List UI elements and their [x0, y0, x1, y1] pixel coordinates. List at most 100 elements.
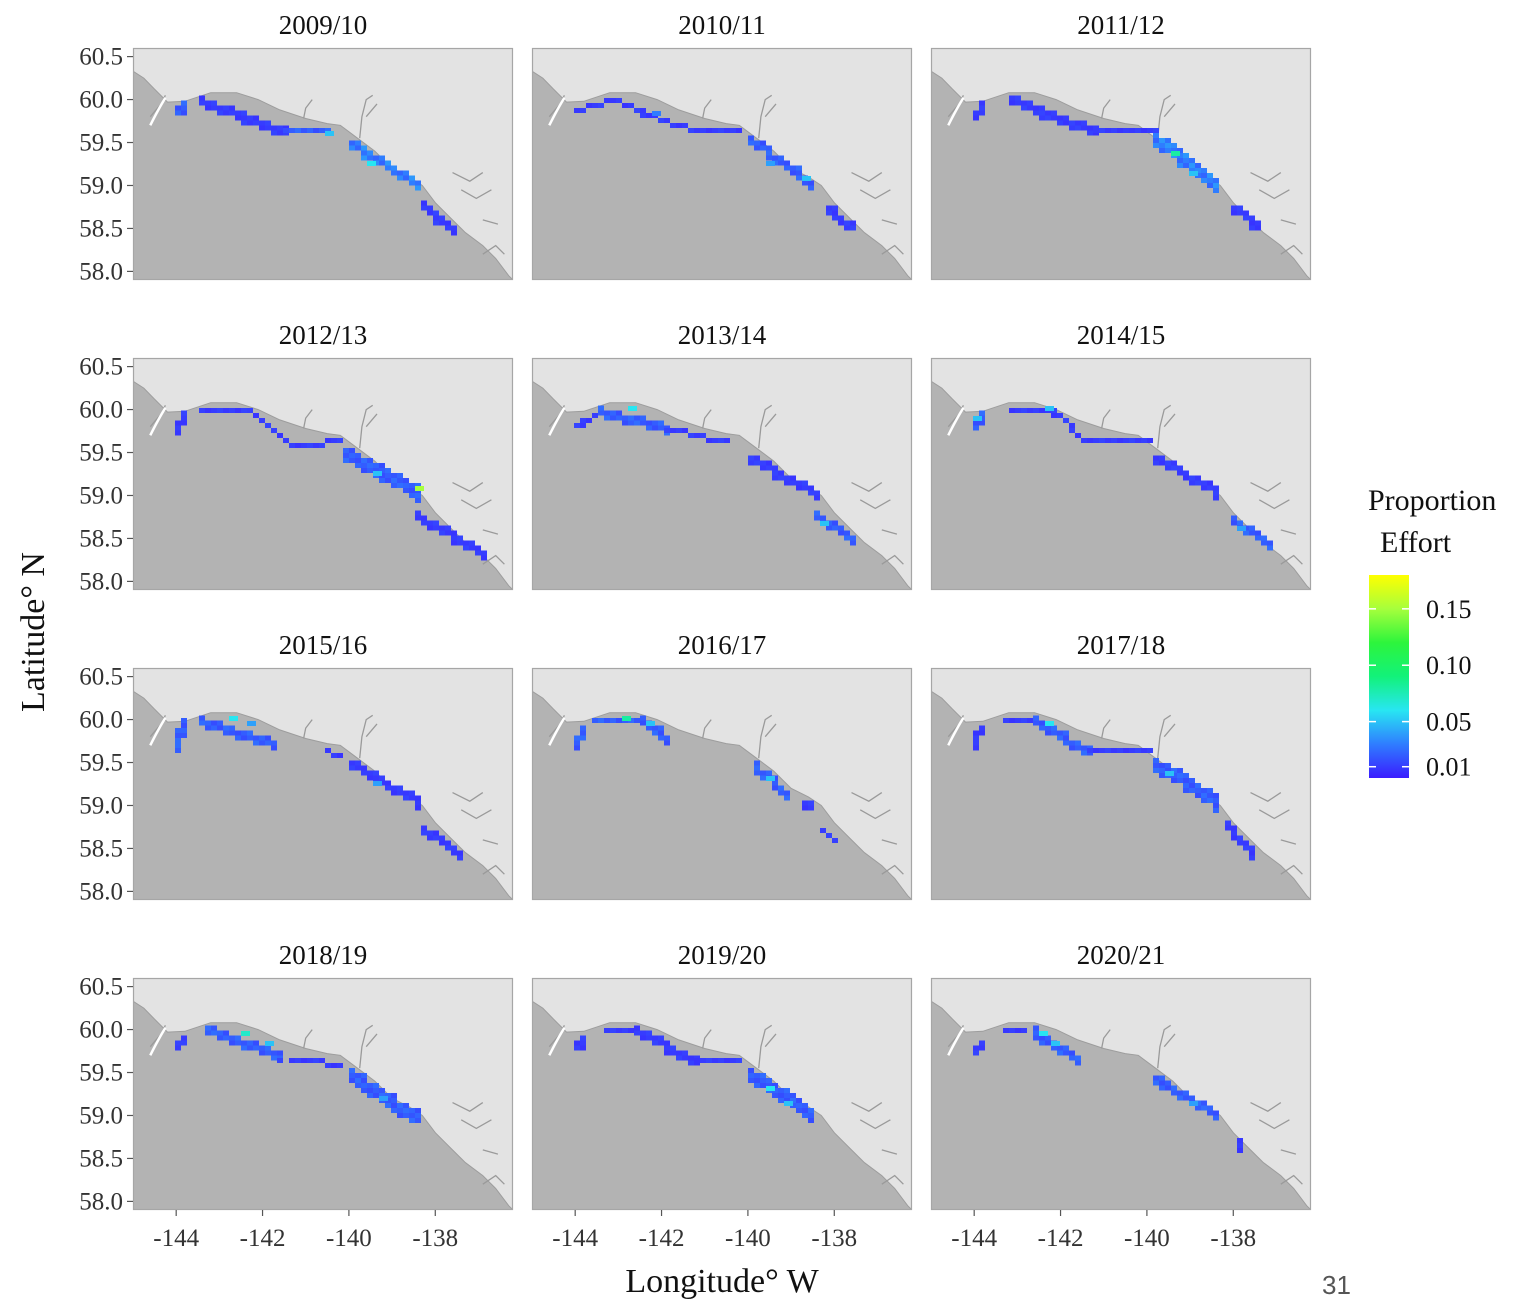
effort-cell [979, 100, 985, 106]
effort-cell [361, 770, 367, 776]
effort-cell [253, 1045, 259, 1051]
panel-plot-area [532, 668, 912, 900]
effort-cell [1087, 125, 1093, 131]
effort-cell [271, 1055, 277, 1061]
panel-plot-area [931, 48, 1311, 280]
effort-cell [574, 423, 580, 428]
effort-cell [1243, 210, 1249, 216]
x-tick-label: -144 [153, 1225, 199, 1252]
ocean-area [133, 71, 513, 280]
effort-cell [451, 540, 457, 546]
effort-hotspot [1165, 771, 1174, 776]
effort-cell [367, 1088, 373, 1093]
glacier-stripe [548, 97, 566, 126]
effort-cell [784, 475, 790, 481]
y-tick-label: 58.0 [79, 1188, 123, 1215]
effort-cell [217, 408, 223, 413]
effort-cell [337, 1063, 343, 1068]
effort-cells [973, 406, 1273, 551]
effort-hotspot [325, 131, 334, 136]
effort-cell [814, 510, 820, 516]
effort-cell [772, 1093, 778, 1098]
effort-cell [1189, 163, 1195, 168]
effort-cell [1117, 128, 1123, 133]
y-tick-label: 60.5 [79, 44, 123, 71]
effort-cell [415, 515, 421, 521]
effort-cell [439, 525, 445, 531]
effort-cell [1141, 438, 1147, 443]
effort-cell [403, 790, 409, 796]
effort-cell [283, 128, 289, 133]
map-panel: 2016/17 [531, 630, 913, 901]
effort-cell [676, 1050, 682, 1056]
effort-cell [433, 215, 439, 221]
effort-cell [241, 110, 247, 116]
effort-cell [622, 415, 628, 421]
effort-cell [241, 1045, 247, 1051]
effort-hotspot [247, 721, 256, 726]
effort-cell [271, 428, 277, 433]
effort-cell [826, 525, 832, 531]
effort-cell [1201, 788, 1207, 793]
effort-cell [790, 1098, 796, 1103]
effort-cell [1093, 128, 1099, 133]
effort-cell [973, 735, 979, 741]
effort-cell [391, 1108, 397, 1113]
effort-cell [634, 108, 640, 113]
effort-cell [1255, 535, 1261, 541]
effort-cell [1057, 115, 1063, 121]
effort-cells [175, 95, 457, 236]
effort-cell [580, 423, 586, 428]
effort-cell [652, 420, 658, 426]
effort-cell [373, 1083, 379, 1088]
effort-cell [580, 1040, 586, 1046]
effort-hotspot [628, 406, 637, 411]
effort-cell [241, 730, 247, 736]
legend-ticks: 0.01 0.05 0.10 0.15 [1369, 595, 1472, 782]
x-tick-label: -140 [326, 1225, 372, 1252]
y-tick-label: 59.5 [79, 440, 123, 467]
effort-cell [1135, 748, 1141, 753]
effort-cell [277, 1050, 283, 1056]
effort-cell [349, 1078, 355, 1083]
effort-cell [421, 205, 427, 211]
effort-cell [574, 745, 580, 751]
effort-cell [1231, 515, 1237, 521]
effort-cell [1051, 1045, 1057, 1051]
effort-cell [610, 415, 616, 421]
effort-cells [973, 1025, 1243, 1153]
effort-cell [1237, 1148, 1243, 1153]
effort-cell [766, 1078, 772, 1083]
effort-cell [766, 1083, 772, 1088]
effort-cell [706, 1058, 712, 1063]
effort-cell [1171, 778, 1177, 783]
effort-cell [1117, 748, 1123, 753]
effort-cell [1165, 768, 1171, 773]
effort-cell [718, 128, 724, 133]
effort-cell [1189, 778, 1195, 783]
panel-title: 2018/19 [279, 940, 368, 970]
effort-cell [373, 1088, 379, 1093]
effort-cell [211, 1030, 217, 1036]
effort-cell [379, 478, 385, 483]
effort-cell [259, 735, 265, 741]
effort-cell [808, 1108, 814, 1113]
effort-cell [379, 463, 385, 468]
effort-cell [1267, 545, 1273, 551]
effort-cell [337, 753, 343, 758]
effort-cell [175, 420, 181, 426]
y-tick-label: 59.0 [79, 482, 123, 509]
effort-cell [628, 420, 634, 426]
effort-cell [241, 735, 247, 741]
effort-cell [325, 748, 331, 753]
effort-cell [427, 205, 433, 211]
y-tick-label: 59.5 [79, 1060, 123, 1087]
effort-cell [580, 1035, 586, 1041]
effort-cell [700, 433, 706, 438]
effort-cell [373, 468, 379, 473]
y-tick-label: 60.0 [79, 397, 123, 424]
effort-cell [772, 155, 778, 161]
effort-cell [313, 443, 319, 448]
effort-cell [658, 725, 664, 731]
panel-plot-area [133, 48, 513, 280]
